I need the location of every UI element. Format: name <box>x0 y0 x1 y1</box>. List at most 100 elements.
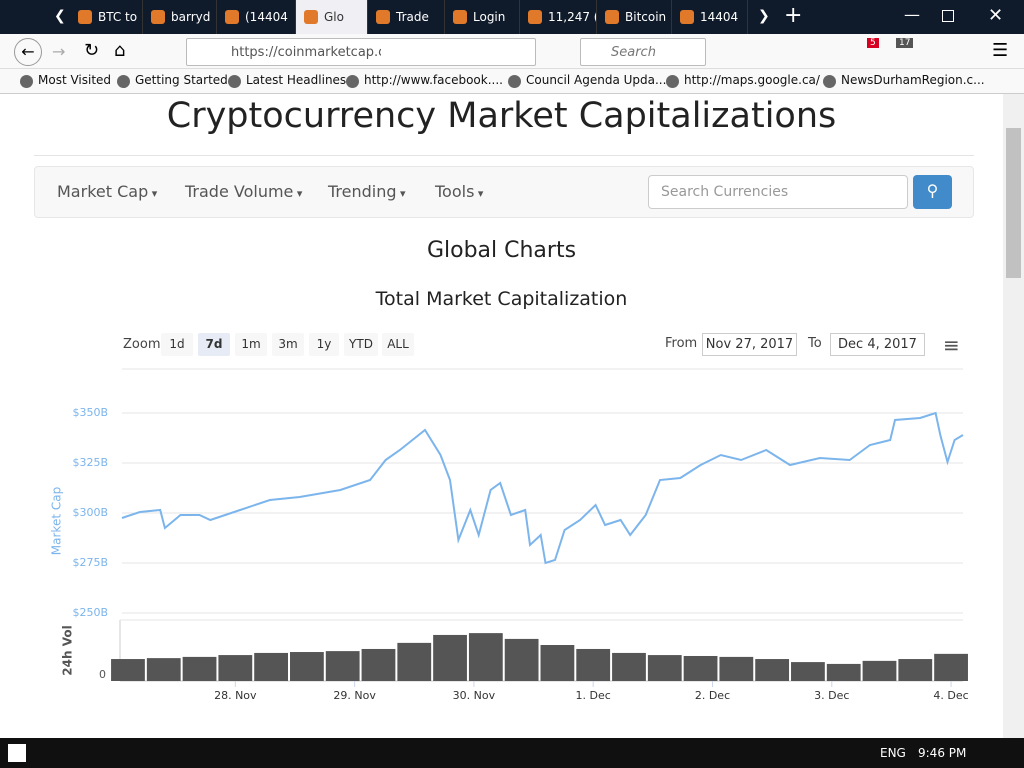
scrollbar[interactable] <box>1003 94 1024 738</box>
chart: $250B $275B $300B $325B $350B Market Cap 0 24h … <box>50 368 969 702</box>
nav-dropdown[interactable]: Market Cap ▾ <box>57 182 158 201</box>
back-button[interactable]: ← <box>14 38 42 66</box>
to-label: To <box>808 336 822 351</box>
y-tick-label: $300B <box>72 506 108 519</box>
x-tick-label: 28. Nov <box>214 689 257 702</box>
page-title: Cryptocurrency Market Capitalizations <box>166 96 837 136</box>
browser-tab[interactable]: BTC to <box>70 0 143 34</box>
x-tick-label: 4. Dec <box>933 689 968 702</box>
to-date[interactable]: Dec 4, 2017 <box>830 333 925 356</box>
maximize[interactable] <box>942 10 954 22</box>
volume-bar <box>683 655 718 681</box>
language[interactable]: ENG <box>880 746 906 760</box>
browser-tab[interactable]: (14404 <box>217 0 296 34</box>
badge: 17 <box>896 38 914 48</box>
currency-search[interactable]: Search Currencies <box>648 175 908 209</box>
zoom-button[interactable]: 3m <box>272 333 304 356</box>
chart-menu[interactable]: ≡ <box>943 333 960 357</box>
volume-bar <box>934 653 968 681</box>
caret: ▾ <box>293 187 303 200</box>
home-button[interactable]: ⌂ <box>114 40 126 61</box>
forward-button[interactable]: → <box>52 42 66 61</box>
caret: ▾ <box>474 187 484 200</box>
bookmark[interactable]: Latest Headlines <box>228 73 346 88</box>
volume-bar <box>540 645 575 681</box>
zoom-button[interactable]: 7d <box>198 333 230 356</box>
zoom-label: Zoom <box>123 337 161 352</box>
volume-bar <box>826 663 861 681</box>
divider <box>34 155 974 156</box>
zoom-button[interactable]: 1y <box>309 333 339 356</box>
scroll-thumb[interactable] <box>1006 128 1021 278</box>
volume-bar <box>361 648 396 681</box>
x-tick-label: 1. Dec <box>576 689 611 702</box>
section-title: Global Charts <box>426 238 577 263</box>
clock[interactable]: 9:46 PM <box>918 746 967 760</box>
bookmark[interactable]: Most Visited <box>20 73 111 88</box>
menu-button[interactable]: ☰ <box>992 40 1009 61</box>
y-tick-label: $350B <box>72 406 108 419</box>
url-bar[interactable]: https://coinmarketcap.c <box>186 38 536 66</box>
y-tick-label: $250B <box>72 606 108 619</box>
volume-axis-title: 24h Vol <box>61 625 75 675</box>
search-button[interactable]: ⚲ <box>913 175 952 209</box>
zoom-button[interactable]: YTD <box>344 333 378 356</box>
volume-bar <box>719 656 754 681</box>
browser-tab[interactable]: barryd <box>143 0 217 34</box>
tab-strip: ❮ ❯ + — ✕ <box>0 0 1024 34</box>
bookmark[interactable]: http://www.facebook.... <box>346 73 503 88</box>
volume-bar <box>862 660 897 681</box>
nav-toolbar: ← → ↻ ⌂ https://coinmarketcap.c Search 5… <box>0 34 1024 69</box>
volume-bar <box>755 659 790 681</box>
volume-bar <box>468 633 503 681</box>
volume-bar <box>612 652 646 681</box>
content: Cryptocurrency Market Capitalizations Se… <box>0 94 1003 738</box>
minimize[interactable]: — <box>904 5 920 24</box>
nav-dropdown[interactable]: Trade Volume ▾ <box>185 182 303 201</box>
volume-tick-label: 0 <box>99 668 106 681</box>
browser-tab[interactable]: Bitcoin <box>597 0 672 34</box>
zoom-button[interactable]: ALL <box>382 333 414 356</box>
volume-bar <box>504 638 539 681</box>
search-bar[interactable]: Search <box>580 38 706 66</box>
tab-scroll-left[interactable]: ❮ <box>54 8 66 24</box>
url-text: https://coinmarketcap.c <box>231 45 381 60</box>
chart-title: Total Market Capitalization <box>375 288 628 310</box>
volume-bar <box>397 642 432 681</box>
new-tab[interactable]: + <box>784 3 803 28</box>
browser-tab[interactable]: Trade <box>368 0 445 34</box>
reload-button[interactable]: ↻ <box>84 40 100 61</box>
browser-tab[interactable]: Login <box>445 0 520 34</box>
volume-bar <box>254 652 289 681</box>
volume-bar <box>791 662 825 681</box>
search-placeholder: Search <box>611 45 656 60</box>
bookmark[interactable]: http://maps.google.ca/ <box>666 73 820 88</box>
y-tick-label: $275B <box>72 556 108 569</box>
nav-dropdown[interactable]: Tools ▾ <box>435 182 484 201</box>
badge: 5 <box>867 38 879 48</box>
y-axis-title: Market Cap <box>50 487 64 555</box>
volume-bar <box>433 634 467 681</box>
x-tick-label: 30. Nov <box>453 689 496 702</box>
bookmark[interactable]: NewsDurhamRegion.c... <box>823 73 985 88</box>
zoom-button[interactable]: 1d <box>161 333 193 356</box>
browser-tab[interactable]: 11,247 (BTC <box>520 0 597 34</box>
volume-bar <box>898 659 933 681</box>
bookmark[interactable]: Council Agenda Upda... <box>508 73 666 88</box>
bookmark[interactable]: Getting Started <box>117 73 228 88</box>
tab-scroll-right[interactable]: ❯ <box>758 8 770 24</box>
volume-bar <box>647 655 682 681</box>
zoom-button[interactable]: 1m <box>235 333 267 356</box>
taskbar: ENG 9:46 PM <box>0 738 1024 768</box>
start-button[interactable] <box>8 744 26 762</box>
close-window[interactable]: ✕ <box>988 5 1004 26</box>
volume-bar <box>218 655 253 681</box>
from-date[interactable]: Nov 27, 2017 <box>702 333 797 356</box>
volume-bar <box>576 648 611 681</box>
caret: ▾ <box>148 187 158 200</box>
browser-tab[interactable]: 14404 <box>672 0 748 34</box>
nav-dropdown[interactable]: Trending ▾ <box>328 182 406 201</box>
browser-tab[interactable]: Glo <box>296 0 368 34</box>
